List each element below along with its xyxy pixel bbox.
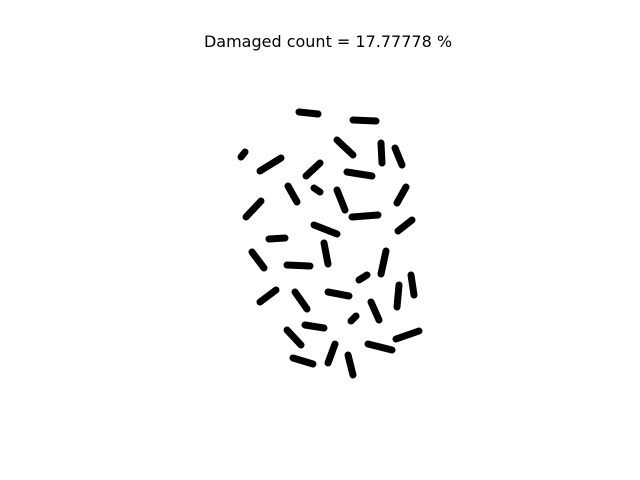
grain (295, 108, 322, 118)
grain (324, 288, 353, 300)
grain (377, 247, 390, 278)
grain (284, 182, 301, 206)
grain (283, 326, 305, 349)
grain (355, 271, 371, 284)
grain (301, 321, 328, 332)
grain (348, 211, 382, 221)
grain (289, 354, 317, 368)
grain (291, 288, 311, 313)
grain (324, 340, 339, 367)
grain (333, 186, 349, 214)
grain (242, 197, 265, 221)
grain (347, 312, 360, 325)
grain (256, 154, 285, 175)
grain (320, 239, 332, 268)
grain (393, 281, 403, 311)
grain (367, 298, 383, 324)
grain (394, 216, 416, 235)
grain (248, 248, 268, 272)
grain (310, 221, 341, 238)
grain (392, 327, 423, 343)
grain (391, 144, 406, 169)
grain (349, 116, 380, 125)
grain (310, 184, 324, 196)
grain (302, 159, 324, 180)
grain (333, 136, 357, 159)
grain (265, 234, 289, 243)
grain (377, 139, 386, 167)
grain (364, 340, 396, 354)
grain (237, 148, 249, 161)
grain (343, 168, 376, 180)
figure-title: Damaged count = 17.77778 % (203, 32, 453, 51)
grain (344, 351, 357, 379)
grain-group (237, 108, 423, 379)
grain (256, 286, 280, 306)
grain (393, 183, 410, 207)
grain (407, 271, 418, 299)
grain (283, 261, 314, 270)
